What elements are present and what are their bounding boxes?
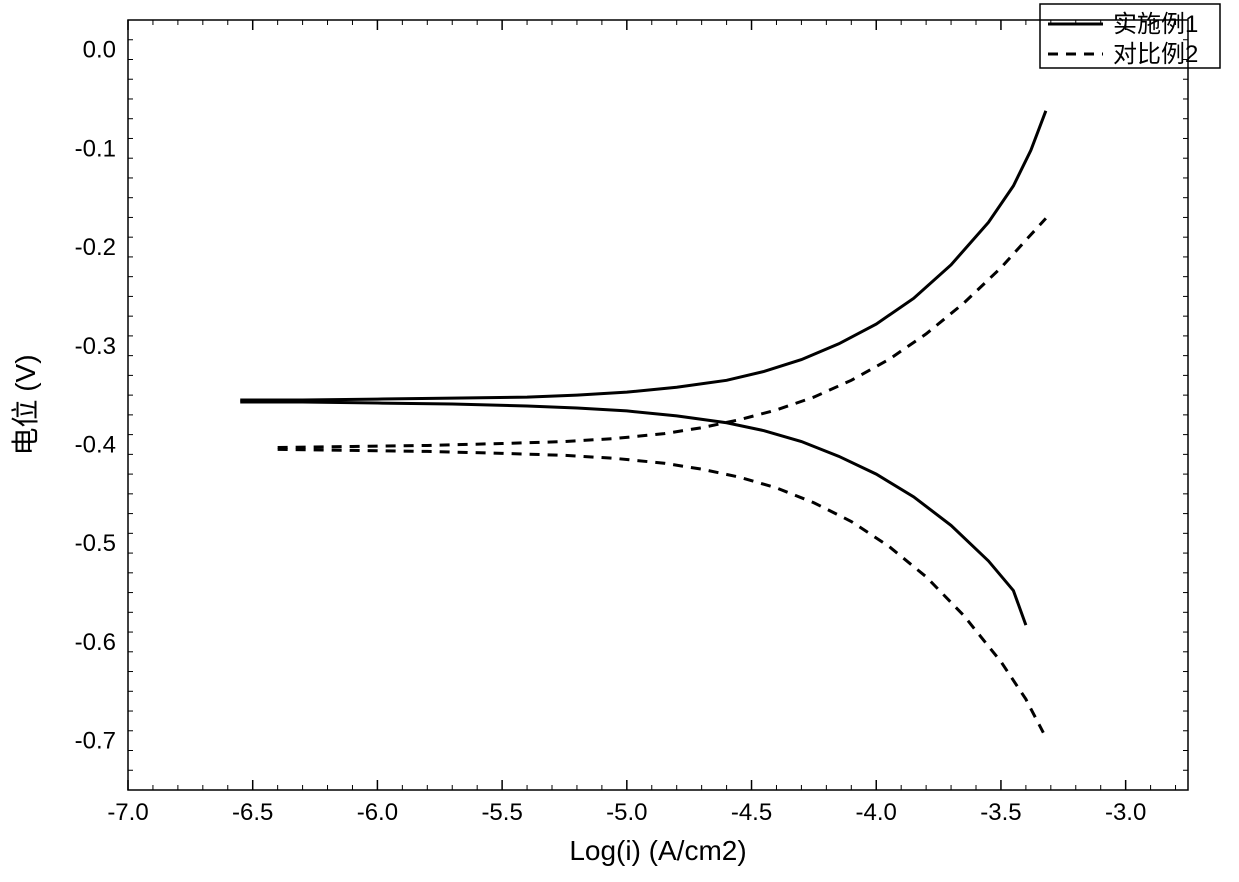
x-tick-label: -7.0: [107, 799, 148, 826]
y-tick-label: -0.3: [75, 333, 116, 360]
y-tick-label: -0.4: [75, 431, 116, 458]
series-0-anodic: [240, 111, 1046, 400]
x-tick-label: -4.5: [731, 799, 772, 826]
y-tick-label: -0.6: [75, 629, 116, 656]
y-tick-label: 0.0: [83, 37, 116, 64]
chart-svg: -7.0 -6.5 -6.0 -5.5 -5.0 -4.5 -4.0 -3.5 -3.0 Log(…: [0, 0, 1239, 882]
legend-label-0: 实施例1: [1113, 11, 1198, 38]
series-1-cathodic: [278, 449, 1044, 732]
x-tick-label: -3.0: [1105, 799, 1146, 826]
series-group: [240, 111, 1046, 733]
plot-border: [128, 20, 1188, 790]
y-tick-label: -0.7: [75, 728, 116, 755]
x-tick-label: -5.0: [606, 799, 647, 826]
x-tick-label: -6.0: [357, 799, 398, 826]
y-axis-title: 电位 (V): [10, 354, 41, 455]
tafel-plot: -7.0 -6.5 -6.0 -5.5 -5.0 -4.5 -4.0 -3.5 -3.0 Log(…: [0, 0, 1239, 882]
legend-label-1: 对比例2: [1113, 41, 1198, 68]
y-tick-label: -0.2: [75, 234, 116, 261]
x-tick-label: -5.5: [481, 799, 522, 826]
y-tick-label: -0.5: [75, 530, 116, 557]
x-tick-label: -6.5: [232, 799, 273, 826]
series-0-cathodic: [240, 402, 1026, 625]
x-tick-label: -3.5: [980, 799, 1021, 826]
x-tick-label: -4.0: [856, 799, 897, 826]
y-tick-label: -0.1: [75, 135, 116, 162]
x-axis-title: Log(i) (A/cm2): [569, 835, 746, 866]
